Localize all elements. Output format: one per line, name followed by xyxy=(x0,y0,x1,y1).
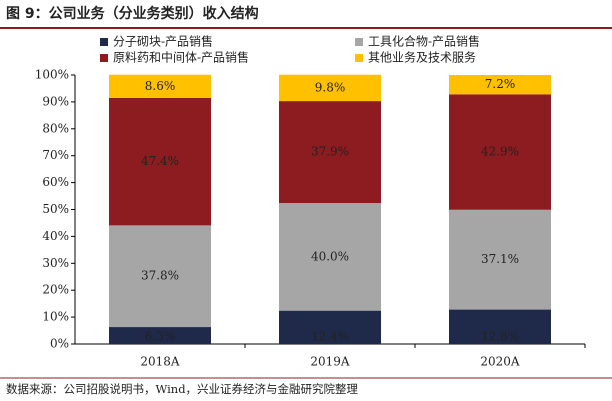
y-tick-label: 40% xyxy=(42,229,69,243)
value-label: 47.4% xyxy=(141,154,179,168)
value-label: 6.3% xyxy=(145,330,176,344)
value-label: 7.2% xyxy=(485,77,516,91)
legend-swatch xyxy=(355,54,363,62)
bar-segment xyxy=(449,94,551,210)
value-label: 40.0% xyxy=(311,249,349,263)
value-label: 37.1% xyxy=(481,252,519,266)
y-tick-label: 30% xyxy=(42,256,69,270)
value-label: 42.9% xyxy=(481,145,519,159)
y-tick-label: 0% xyxy=(50,337,69,351)
y-tick-label: 20% xyxy=(42,283,69,297)
y-tick-label: 70% xyxy=(42,148,69,162)
x-tick-label: 2018A xyxy=(140,355,180,369)
bar-segment xyxy=(449,309,551,344)
y-tick-label: 90% xyxy=(42,94,69,108)
value-label: 9.8% xyxy=(315,80,346,94)
bar-segment xyxy=(109,327,211,344)
legend-swatch xyxy=(355,38,363,46)
bar-segment xyxy=(279,74,381,102)
bar-segment xyxy=(279,203,381,311)
chart-title: 图 9：公司业务（分业务类别）收入结构 xyxy=(6,5,259,22)
bar-segment xyxy=(109,74,211,98)
x-tick-label: 2020A xyxy=(480,355,520,369)
y-tick-label: 80% xyxy=(42,121,69,135)
legend-label: 原料药和中间体-产品销售 xyxy=(113,50,249,65)
bar-segment xyxy=(279,310,381,344)
legend-label: 其他业务及技术服务 xyxy=(368,50,476,65)
y-tick-label: 60% xyxy=(42,175,69,189)
legend-label: 工具化合物-产品销售 xyxy=(368,34,480,49)
y-tick-label: 10% xyxy=(42,310,69,324)
bar-segment xyxy=(109,97,211,226)
bar-segment xyxy=(449,75,551,95)
bar-segment xyxy=(279,101,381,204)
source-note: 数据来源：公司招股说明书，Wind，兴业证券经济与金融研究院整理 xyxy=(6,382,359,396)
value-label: 37.8% xyxy=(141,269,179,283)
x-tick-label: 2019A xyxy=(310,355,350,369)
legend-label: 分子砌块-产品销售 xyxy=(113,34,213,49)
value-label: 8.6% xyxy=(145,79,176,93)
legend-swatch xyxy=(100,38,108,46)
value-label: 37.9% xyxy=(311,145,349,159)
value-label: 12.4% xyxy=(311,330,349,344)
bar-segment xyxy=(109,225,211,328)
value-label: 12.8% xyxy=(481,330,519,344)
y-tick-label: 50% xyxy=(42,202,69,216)
bar-segment xyxy=(449,209,551,310)
legend-swatch xyxy=(100,54,108,62)
y-tick-label: 100% xyxy=(35,68,69,82)
